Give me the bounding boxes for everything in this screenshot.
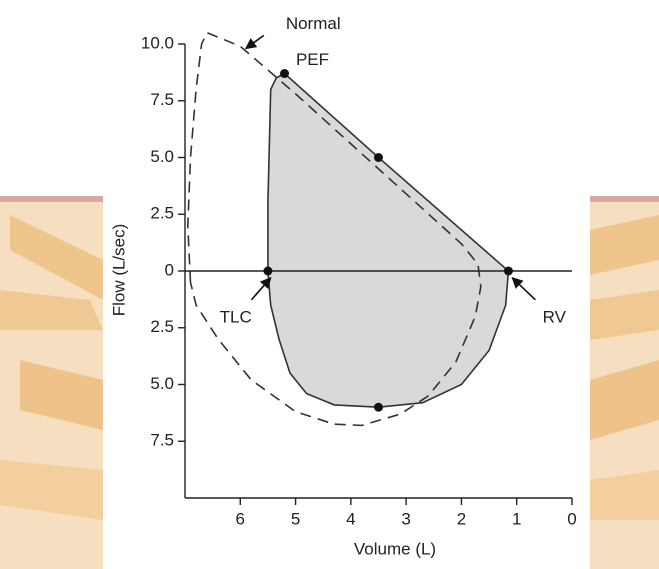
x-tick-label: 5 <box>291 509 300 528</box>
x-tick-label: 4 <box>346 509 355 528</box>
point <box>374 402 383 412</box>
annotation: Normal <box>286 14 341 33</box>
x-tick-label: 6 <box>236 509 245 528</box>
annotation: RV <box>543 307 567 326</box>
x-tick-label: 1 <box>512 509 521 528</box>
y-tick-label: 10.0 <box>141 33 174 52</box>
y-tick-label: 5.0 <box>150 374 174 393</box>
x-tick-label: 2 <box>457 509 466 528</box>
annotation: TLC <box>220 307 252 326</box>
point <box>263 266 273 276</box>
y-tick-label: 2.5 <box>150 317 174 336</box>
annotation-arrow <box>250 276 272 301</box>
annotation: PEF <box>296 50 329 69</box>
point <box>374 153 383 162</box>
x-tick-label: 0 <box>567 509 576 528</box>
y-tick-label: 0 <box>165 260 174 279</box>
dashed-curve <box>186 31 482 427</box>
annotation-arrow <box>244 34 265 50</box>
annotation-arrow <box>511 277 536 301</box>
y-tick-label: 7.5 <box>150 431 174 450</box>
y-tick-label: 5.0 <box>150 147 174 166</box>
y-axis-title: Flow (L/sec) <box>109 224 128 317</box>
loop-curve <box>267 72 510 409</box>
point <box>280 69 290 79</box>
point <box>503 266 513 276</box>
y-tick-label: 2.5 <box>150 204 174 223</box>
x-axis-title: Volume (L) <box>354 539 436 558</box>
x-tick-label: 3 <box>401 509 410 528</box>
y-tick-label: 7.5 <box>150 90 174 109</box>
